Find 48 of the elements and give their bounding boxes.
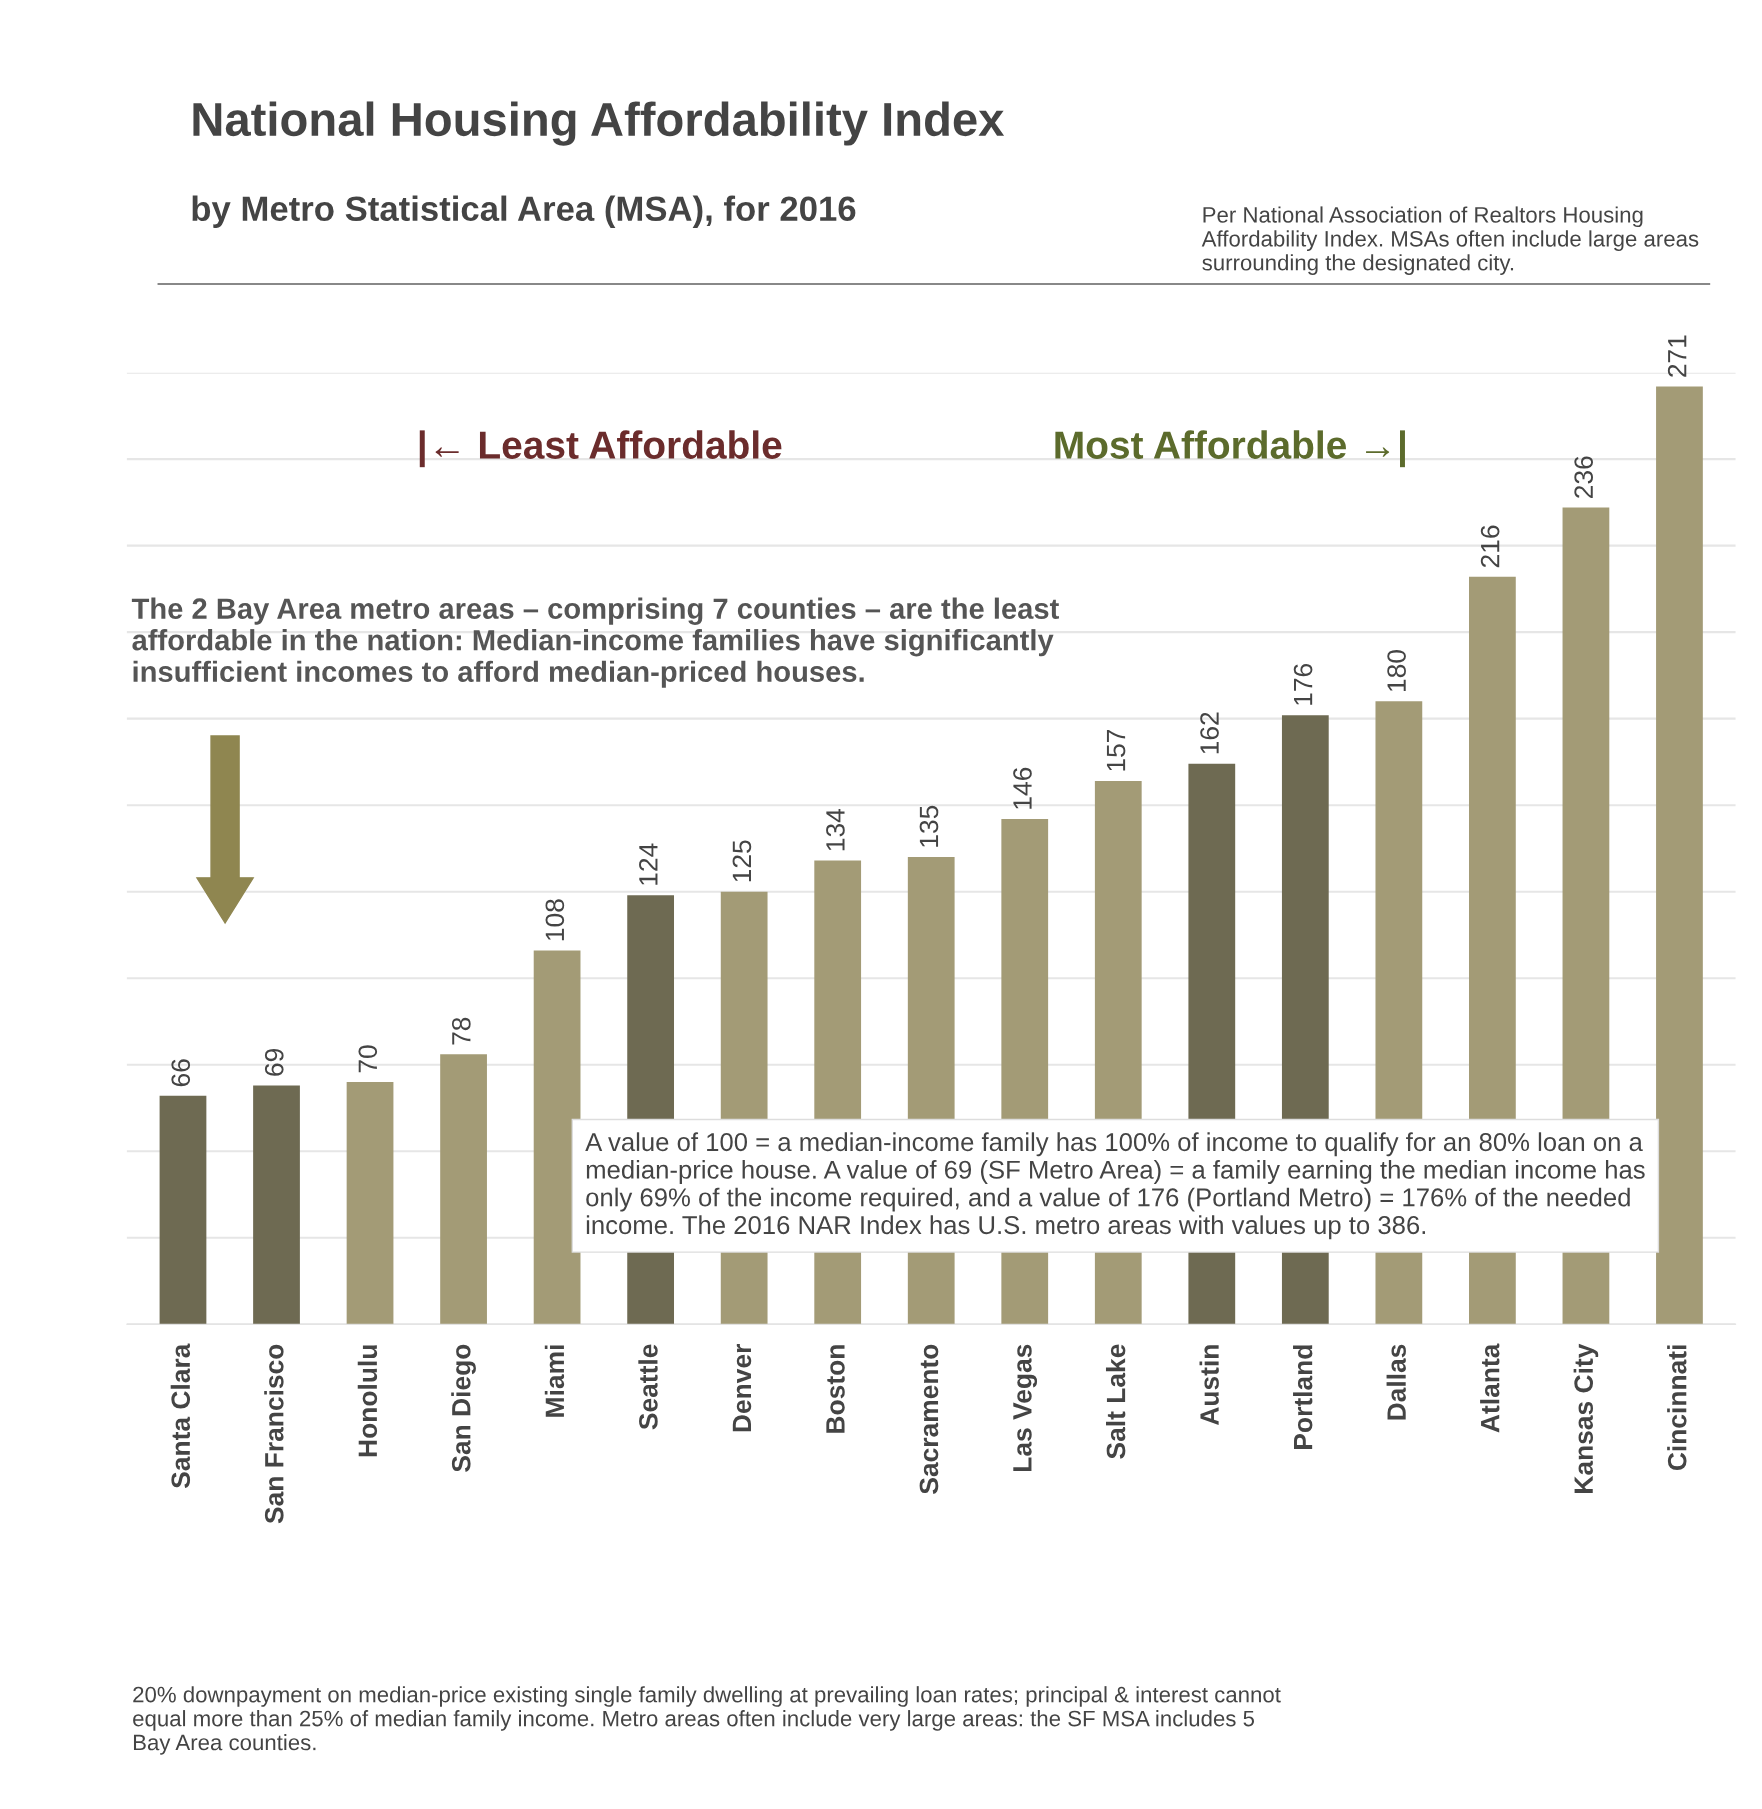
x-tick-label: Dallas xyxy=(1386,1344,1406,1420)
x-tick-label: Salt Lake xyxy=(1105,1344,1126,1459)
annotation: Most Affordable →| xyxy=(1055,430,1405,468)
data-label: 146 xyxy=(1013,767,1032,809)
data-label: 271 xyxy=(1667,335,1687,377)
data-label: 78 xyxy=(451,1017,471,1045)
bar xyxy=(253,1085,300,1325)
data-label: 176 xyxy=(1293,664,1313,705)
data-label: 162 xyxy=(1200,712,1219,754)
x-tick-label: San Francisco xyxy=(264,1344,284,1524)
text: Per National Association of Realtors Housing Affordability Index. MSAs often include large areas surrounding the designated city. xyxy=(1201,206,1699,275)
data-label: 135 xyxy=(919,805,939,847)
data-label: 134 xyxy=(826,808,845,851)
x-tick-label: Honolulu xyxy=(357,1345,378,1457)
x-tick-label: Cincinnati xyxy=(1667,1345,1687,1471)
x-tick-label: Denver xyxy=(732,1344,752,1432)
data-label: 66 xyxy=(171,1059,191,1087)
chart-subtitle: by Metro Statistical Area (MSA), for 2016 xyxy=(192,195,856,228)
x-tick-label: Miami xyxy=(544,1345,565,1417)
data-label: 125 xyxy=(732,840,752,882)
annotation: A value of 100 = a median-income family has 100% of income to qualify for an 80% loan on a median-price house. A value of 69 (SF Metro Area) = a family earning the median income has only 69% of the income required, and a value of 176 (Portland Metro) = 176% of the needed income. The 2016 NAR Index has U.S. metro areas with values up to 386. xyxy=(585,1132,1645,1240)
x-tick-label: Boston xyxy=(826,1345,845,1433)
data-label: 69 xyxy=(264,1049,284,1076)
x-tick-label: Las Vegas xyxy=(1013,1344,1038,1471)
chart-title: National Housing Affordability Index xyxy=(193,101,1005,146)
x-tick-label: San Diego xyxy=(451,1344,476,1472)
bar xyxy=(346,1081,394,1325)
annotation: |← Least Affordable xyxy=(419,430,782,468)
annotation: The 2 Bay Area metro areas – comprising 7 counties – are the least affordable in the nation: Median-income families have significantly insufficient incomes to afford median-priced houses. xyxy=(131,597,1059,688)
bar xyxy=(1656,386,1703,1325)
data-label: 180 xyxy=(1387,650,1406,692)
data-label: 108 xyxy=(545,899,565,941)
data-label: 157 xyxy=(1106,729,1126,771)
x-tick-label: Kansas City xyxy=(1573,1343,1599,1493)
bar xyxy=(440,1054,487,1325)
data-label: 216 xyxy=(1480,525,1500,568)
x-tick-label: Atlanta xyxy=(1480,1343,1500,1433)
x-tick-label: Austin xyxy=(1199,1345,1219,1426)
x-tick-label: Sacramento xyxy=(919,1344,939,1494)
x-tick-label: Seattle xyxy=(638,1344,658,1430)
text: 20% downpayment on median-price existing single family dwelling at prevailing loan rates; principal & interest cannot equal more than 25% of median family income. Metro areas often include very large areas: the SF MSA includes 5 Bay Area counties. xyxy=(133,1686,1281,1755)
bar xyxy=(533,950,581,1325)
data-label: 70 xyxy=(358,1045,378,1073)
data-label: 124 xyxy=(639,843,658,885)
x-tick-label: Portland xyxy=(1293,1345,1313,1449)
data-label: 236 xyxy=(1574,456,1594,498)
bar xyxy=(159,1095,207,1325)
x-tick-label: Santa Clara xyxy=(170,1343,191,1489)
